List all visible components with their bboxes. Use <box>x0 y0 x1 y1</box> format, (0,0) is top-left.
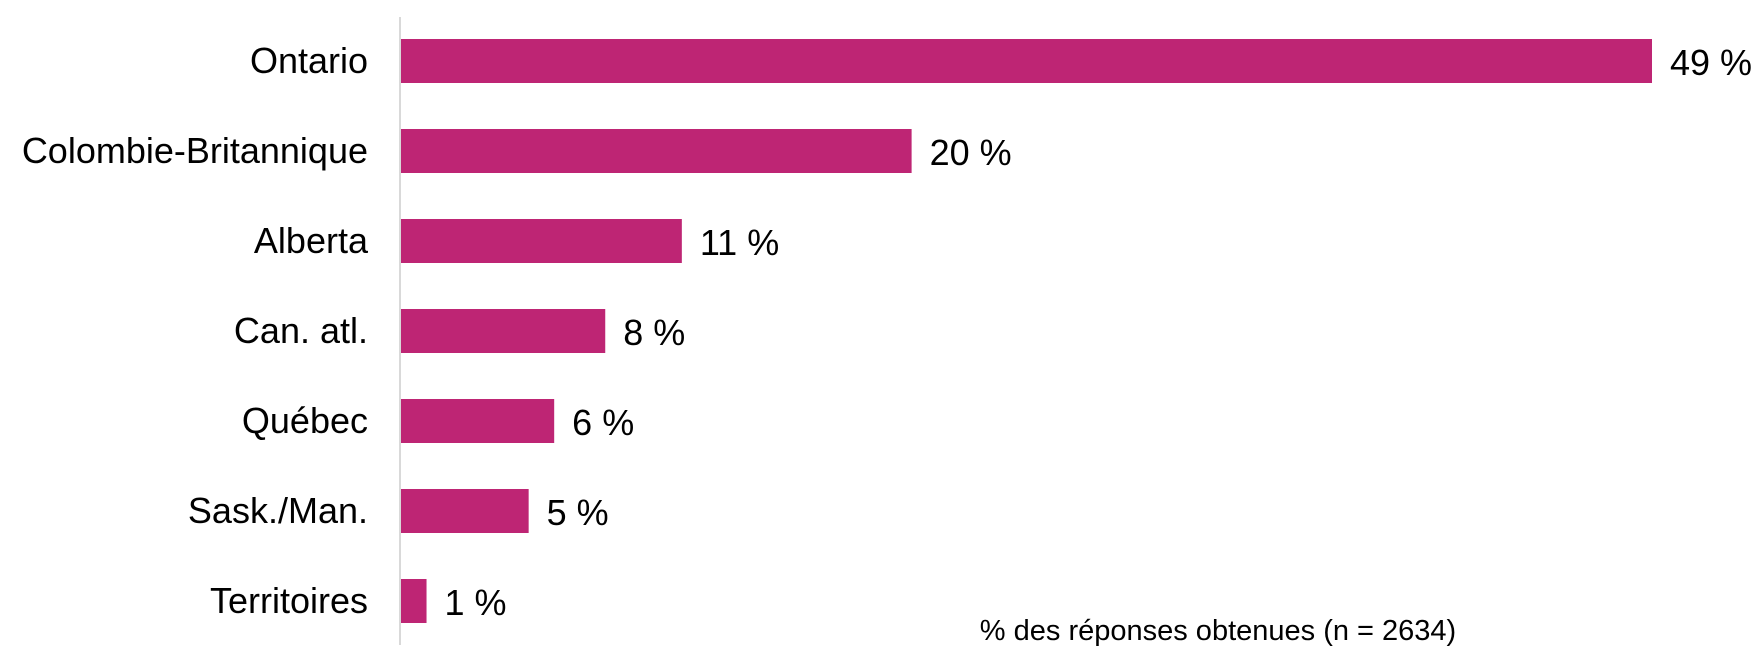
category-label: Sask./Man. <box>188 490 368 531</box>
category-label: Can. atl. <box>234 310 368 351</box>
chart-note: % des réponses obtenues (n = 2634) <box>980 615 1456 647</box>
value-label: 1 % <box>445 582 507 623</box>
bar <box>401 579 427 623</box>
category-labels-group: Ontario Colombie-Britannique Alberta Can. a… <box>22 40 369 621</box>
category-label: Territoires <box>210 580 368 621</box>
value-label: 6 % <box>572 402 634 443</box>
value-label: 49 % <box>1670 42 1752 83</box>
category-label: Colombie-Britannique <box>22 130 368 171</box>
bar <box>401 129 912 173</box>
value-label: 20 % <box>930 132 1012 173</box>
value-label: 11 % <box>700 222 779 263</box>
value-label: 5 % <box>547 492 609 533</box>
category-label: Ontario <box>250 40 368 81</box>
bar <box>401 219 682 263</box>
bar <box>401 489 529 533</box>
bars-group <box>401 39 1652 623</box>
bar <box>401 309 606 353</box>
category-label: Alberta <box>254 220 369 261</box>
bar <box>401 399 555 443</box>
value-label: 8 % <box>623 312 685 353</box>
bar <box>401 39 1652 83</box>
value-labels-group: 49 % 20 % 11 % 8 % 6 % 5 % 1 % <box>445 42 1753 623</box>
category-label: Québec <box>242 400 368 441</box>
